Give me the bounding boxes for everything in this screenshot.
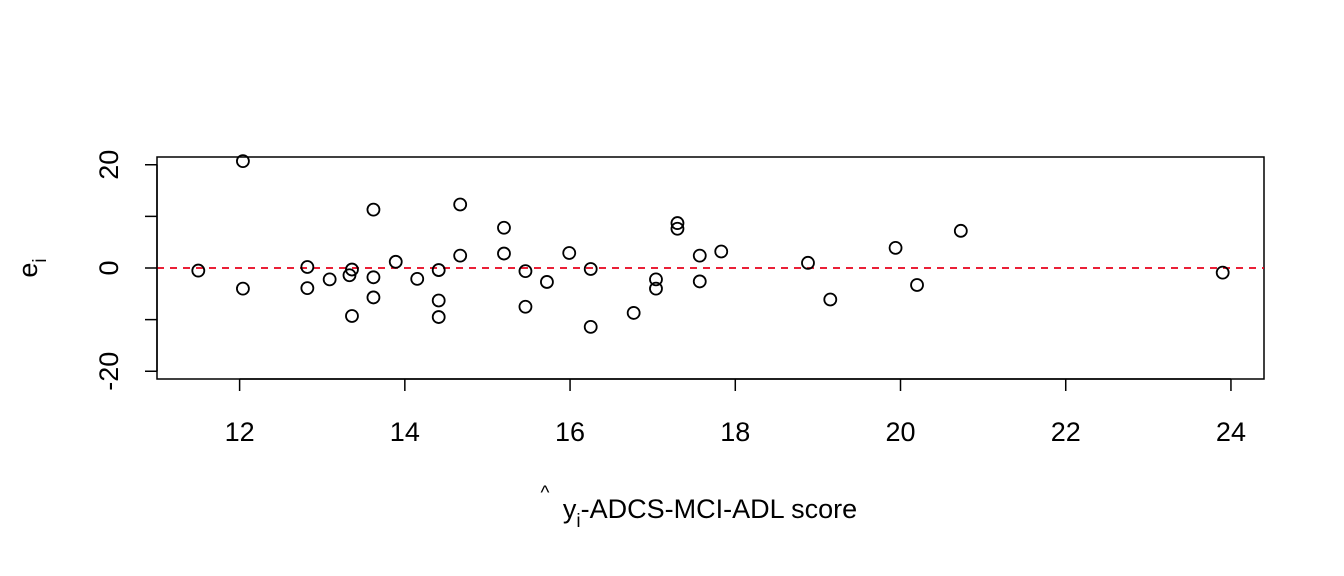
data-point: [518, 299, 533, 314]
data-point: [453, 248, 468, 263]
x-tick-label: 22: [1051, 417, 1081, 447]
data-point: [910, 278, 924, 292]
data-point: [431, 310, 446, 324]
data-point: [300, 260, 315, 274]
data-point: [626, 306, 641, 320]
x-tick-label: 16: [555, 417, 585, 447]
data-point: [431, 263, 446, 277]
data-point: [583, 319, 598, 334]
x-axis-title-hat: ^: [541, 483, 550, 504]
y-tick-label: 20: [94, 150, 124, 180]
data-point: [300, 281, 315, 296]
y-axis-title: ei: [13, 258, 51, 277]
data-point: [649, 272, 663, 287]
data-point: [236, 154, 250, 169]
data-point: [366, 290, 381, 305]
data-point: [345, 262, 359, 277]
data-point: [801, 255, 815, 270]
data-point: [322, 272, 337, 287]
data-point: [562, 246, 577, 260]
x-tick-label: 12: [225, 417, 255, 447]
data-point: [649, 281, 663, 296]
data-point: [670, 216, 685, 230]
data-point: [497, 246, 511, 261]
data-point: [410, 271, 425, 286]
y-tick-label: -20: [94, 352, 124, 391]
data-point: [518, 264, 533, 278]
data-point: [191, 263, 206, 278]
data-point: [692, 274, 707, 289]
data-point: [953, 223, 968, 238]
y-axis: -20 0 20: [94, 150, 158, 391]
data-point: [692, 248, 707, 263]
data-point: [388, 254, 403, 269]
data-point: [236, 281, 250, 296]
y-axis-title-base: e: [13, 263, 43, 278]
y-tick-label: 0: [94, 260, 124, 275]
data-point: [1215, 265, 1230, 280]
data-point: [366, 202, 381, 217]
x-axis-title-subscript: i: [576, 511, 580, 532]
data-point: [345, 309, 359, 323]
data-point: [497, 220, 511, 235]
x-tick-label: 24: [1216, 417, 1246, 447]
data-points: [191, 154, 1230, 334]
x-tick-label: 20: [885, 417, 915, 447]
x-axis-title: yi-ADCS-MCI-ADL score: [563, 494, 857, 532]
data-point: [670, 221, 685, 236]
x-axis-title-base: y: [563, 494, 577, 524]
data-point: [714, 244, 729, 259]
x-axis-title-text: -ADCS-MCI-ADL score: [581, 494, 858, 524]
data-point: [366, 270, 381, 285]
x-tick-label: 14: [390, 417, 420, 447]
x-axis: 12 14 16 18 20 22 24: [225, 378, 1246, 447]
data-point: [583, 262, 598, 276]
y-axis-title-subscript: i: [30, 258, 51, 262]
data-point: [453, 197, 468, 212]
data-point: [823, 292, 838, 307]
x-tick-label: 18: [720, 417, 750, 447]
data-point: [888, 240, 903, 255]
data-point: [431, 293, 446, 308]
data-point: [540, 275, 554, 289]
